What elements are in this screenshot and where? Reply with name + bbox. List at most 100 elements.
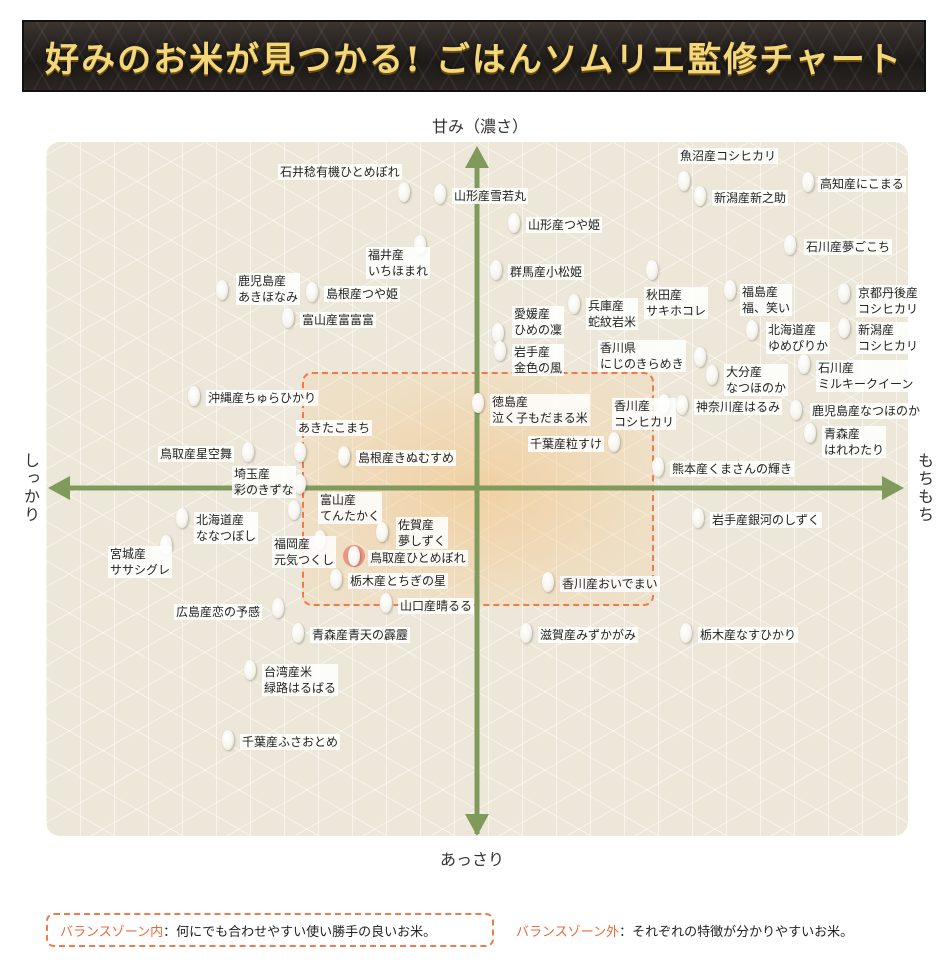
rice-grain-icon [790,400,802,420]
rice-variety-label: 埼玉産 彩のきずな [232,466,296,498]
rice-grain-icon [272,598,284,618]
title-banner: 好みのお米が見つかる! ごはんソムリエ監修チャート [22,20,926,92]
rice-variety-label: 熊本産くまさんの輝き [670,461,795,477]
axis-label-bottom: あっさり [440,850,505,869]
rice-variety-label: 台湾産米 緑路はるばる [262,664,339,696]
rice-variety-label: 千葉産ふさおとめ [240,734,341,750]
rice-variety-label: 北海道産 ゆめぴりか [766,322,831,354]
rice-variety-label: 青森産青天の霹靂 [310,627,411,643]
rice-grain-icon [680,623,692,643]
rice-variety-label: 福岡産 元気つくし [272,536,337,568]
rice-grain-icon [188,386,200,406]
rice-variety-label: 大分産 なつほのか [724,364,789,396]
rice-variety-label: 島根産つや姫 [324,286,401,302]
rice-grain-icon [244,660,256,680]
rice-variety-label: 富山産富富富 [300,312,377,328]
rice-grain-icon [694,347,706,367]
rice-grain-icon [608,432,620,452]
rice-grain-icon [222,730,234,750]
rice-variety-label: 山形産つや姫 [526,217,603,233]
rice-grain-icon [292,623,304,643]
rice-variety-label: 石井稔有機ひとめぼれ [278,164,402,180]
rice-variety-label: 栃木産なすひかり [698,627,799,643]
rice-variety-label: 山形産雪若丸 [452,188,529,204]
rice-variety-label: 香川産おいでまい [560,576,660,592]
rice-grain-icon [490,260,502,280]
rice-grain-icon [216,280,228,300]
rice-variety-label: 鳥取産星空舞 [158,446,235,462]
rice-grain-icon [294,442,306,462]
rice-grain-icon [838,318,850,338]
rice-grain-icon [784,235,796,255]
rice-grain-icon [176,508,188,528]
rice-variety-label: 滋賀産みずかがみ [538,627,639,643]
rice-variety-label: 青森産 はれわたり [822,426,887,458]
rice-grain-icon [348,546,360,566]
arrow-up-icon [465,146,489,168]
rice-grain-icon [802,172,814,192]
rice-variety-label: 島根産きぬむすめ [356,450,457,466]
legend-balance-inside: バランスゾーン内 ：何にでも合わせやすい使い勝手の良いお米。 [46,913,494,947]
rice-variety-label: 岩手産 金色の風 [512,344,565,376]
rice-grain-icon [694,186,706,206]
rice-variety-label: 北海道産 ななつぼし [194,512,259,544]
rice-grain-icon [398,182,410,202]
rice-variety-label: 京都丹後産 コシヒカリ [856,285,921,317]
legend-inside-key: バランスゾーン内 [60,924,164,940]
rice-grain-icon [288,500,300,520]
rice-variety-label: 徳島産 泣く子もだまる米 [490,394,590,426]
rice-variety-label: 広島産恋の予感 [174,604,263,620]
rice-variety-label: 鹿児島産なつほのか [810,403,923,419]
legend-outside-key: バランスゾーン外 [516,924,620,940]
rice-variety-label: あきたこまち [296,420,373,436]
page-title: 好みのお米が見つかる! ごはんソムリエ監修チャート [45,39,903,80]
rice-variety-label: 香川産 コシヒカリ [612,398,677,430]
rice-grain-icon [798,354,810,374]
rice-grain-icon [330,569,342,589]
legend-inside-desc: ：何にでも合わせやすい使い勝手の良いお米。 [163,924,437,940]
rice-variety-label: 宮城産 ササシグレ [108,546,173,578]
rice-variety-label: 岩手産銀河のしずく [710,512,822,528]
rice-grain-icon [294,474,306,494]
rice-variety-label: 山口産晴るる [398,598,475,614]
rice-variety-label: 新潟産新之助 [712,190,789,206]
rice-grain-icon [652,457,664,477]
legend-balance-outside: バランスゾーン外 ：それぞれの特徴が分かりやすいお米。 [516,913,853,947]
rice-grain-icon [306,282,318,302]
rice-variety-label: 香川県 にじのきらめき [598,340,686,372]
axis-label-right: もちもち [915,452,934,524]
arrow-right-icon [882,476,904,500]
rice-grain-icon [724,280,736,300]
rice-variety-label: 石川産 ミルキークイーン [816,360,916,392]
rice-variety-label: 沖縄産ちゅらひかり [206,390,319,406]
rice-grain-icon [338,446,350,466]
rice-grain-icon [492,323,504,343]
rice-grain-icon [746,320,758,340]
rice-variety-label: 兵庫産 蛇紋岩米 [586,298,639,330]
rice-grain-icon [282,308,294,328]
rice-grain-icon [676,395,688,415]
arrow-left-icon [48,476,70,500]
rice-grain-icon [494,341,506,361]
rice-variety-label: 群馬産小松姫 [508,264,585,280]
legend-outside-desc: ：それぞれの特徴が分かりやすいお米。 [619,924,854,940]
rice-variety-label: 石川産夢ごこち [804,239,893,255]
rice-variety-label: 鳥取産ひとめぼれ [368,550,468,566]
rice-variety-label: 新潟産 コシヒカリ [856,322,921,354]
rice-variety-label: 佐賀産 夢しずく [396,517,448,549]
rice-grain-icon [520,623,532,643]
axis-label-left: しっかり [21,452,40,524]
rice-variety-label: 秋田産 サキホコレ [644,287,709,319]
rice-grain-icon [376,522,388,542]
rice-variety-label: 鹿児島産 あきほなみ [236,273,301,305]
axis-label-top: 甘み（濃さ） [432,117,529,136]
arrow-down-icon [465,814,489,836]
rice-variety-label: 魚沼産コシヒカリ [678,148,779,164]
rice-grain-icon [838,283,850,303]
rice-grain-icon [242,442,254,462]
rice-variety-label: 高知産にこまる [818,176,906,192]
rice-grain-icon [380,593,392,613]
rice-variety-label: 栃木産とちぎの星 [348,573,449,589]
rice-grain-icon [678,171,690,191]
